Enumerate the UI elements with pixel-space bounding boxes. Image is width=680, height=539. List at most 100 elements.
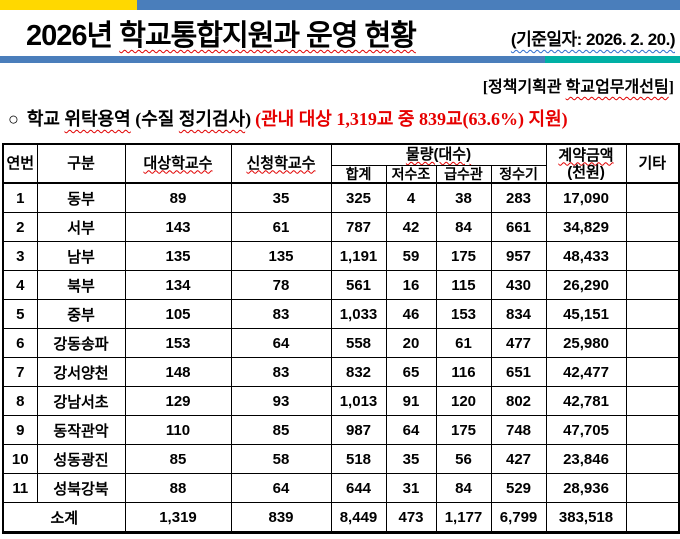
col-header-supply-pipe: 급수관 — [435, 165, 492, 184]
cell-district: 중부 — [36, 299, 126, 329]
cell-purifier: 529 — [490, 473, 547, 503]
cell-subtotal-tank: 473 — [385, 502, 437, 533]
col-header-water-tank: 저수조 — [385, 165, 437, 184]
cell-subtotal-purifier: 6,799 — [490, 502, 547, 533]
col-header-etc: 기타 — [625, 143, 680, 184]
col-header-contract-amount-line1: 계약금액 — [558, 146, 614, 164]
col-header-applied-schools: 신청학교수 — [230, 143, 332, 184]
subtotal-row: 소계 1,319 839 8,449 473 1,177 6,799 383,5… — [2, 502, 680, 533]
col-header-applied-schools-label: 신청학교수 — [246, 154, 316, 172]
table-row: 5 중부 105 83 1,033 46 153 834 45,151 — [2, 299, 680, 329]
department-label: [정책기획관 학교업무개선팀] — [0, 73, 680, 97]
table-row: 7 강서양천 148 83 832 65 116 651 42,477 — [2, 357, 680, 387]
cell-no: 3 — [2, 241, 38, 271]
cell-supply-pipe: 153 — [435, 299, 492, 329]
col-header-contract-amount: 계약금액 (천원) — [545, 143, 627, 184]
cell-purifier: 957 — [490, 241, 547, 271]
col-header-no: 연번 — [2, 143, 38, 184]
department-suffix: ] — [668, 79, 674, 96]
col-header-target-schools-label: 대상학교수 — [143, 154, 213, 172]
section-label-part: ) — [245, 109, 252, 129]
section-label-part: 학교 — [26, 109, 65, 129]
cell-contract-amount: 42,477 — [545, 357, 627, 387]
cell-target-schools: 153 — [124, 328, 232, 358]
table-header: 연번 구분 대상학교수 신청학교수 물량(대수) 계약금액 (천원) 기타 합계 … — [2, 143, 680, 184]
cell-district: 성동광진 — [36, 444, 126, 474]
cell-water-tank: 59 — [385, 241, 437, 271]
cell-purifier: 651 — [490, 357, 547, 387]
divider-blue-segment — [0, 56, 545, 63]
cell-applied-schools: 58 — [230, 444, 332, 474]
cell-district: 서부 — [36, 212, 126, 242]
cell-contract-amount: 25,980 — [545, 328, 627, 358]
page-title: 2026년 학교통합지원과 운영 현황 — [26, 12, 417, 54]
table-row: 6 강동송파 153 64 558 20 61 477 25,980 — [2, 328, 680, 358]
cell-water-tank: 42 — [385, 212, 437, 242]
cell-contract-amount: 34,829 — [545, 212, 627, 242]
cell-target-schools: 134 — [124, 270, 232, 300]
cell-etc — [625, 473, 680, 503]
cell-quantity-total: 558 — [330, 328, 387, 358]
cell-district: 동작관악 — [36, 415, 126, 445]
cell-etc — [625, 270, 680, 300]
cell-no: 4 — [2, 270, 38, 300]
cell-water-tank: 46 — [385, 299, 437, 329]
cell-applied-schools: 61 — [230, 212, 332, 242]
circle-bullet-icon: ○ — [8, 109, 19, 129]
cell-subtotal-etc — [625, 502, 680, 533]
cell-purifier: 283 — [490, 182, 547, 213]
cell-quantity-total: 1,191 — [330, 241, 387, 271]
header-accent-bar — [0, 0, 680, 10]
cell-applied-schools: 78 — [230, 270, 332, 300]
support-summary-highlight: (관내 대상 1,319교 중 839교(63.6%) 지원) — [255, 109, 568, 129]
cell-subtotal-target: 1,319 — [124, 502, 232, 533]
cell-contract-amount: 28,936 — [545, 473, 627, 503]
cell-no: 8 — [2, 386, 38, 416]
cell-etc — [625, 212, 680, 242]
cell-applied-schools: 85 — [230, 415, 332, 445]
cell-water-tank: 4 — [385, 182, 437, 213]
col-header-target-schools: 대상학교수 — [124, 143, 232, 184]
section-label-inspection: 정기검사 — [178, 109, 246, 129]
cell-water-tank: 31 — [385, 473, 437, 503]
section-heading: ○ 학교 위탁용역 (수질 정기검사) (관내 대상 1,319교 중 839교(6… — [0, 105, 680, 131]
cell-etc — [625, 328, 680, 358]
cell-district: 성북강북 — [36, 473, 126, 503]
cell-water-tank: 65 — [385, 357, 437, 387]
cell-quantity-total: 832 — [330, 357, 387, 387]
cell-target-schools: 135 — [124, 241, 232, 271]
cell-purifier: 477 — [490, 328, 547, 358]
cell-target-schools: 89 — [124, 182, 232, 213]
cell-supply-pipe: 84 — [435, 473, 492, 503]
table-row: 1 동부 89 35 325 4 38 283 17,090 — [2, 182, 680, 213]
cell-water-tank: 64 — [385, 415, 437, 445]
cell-subtotal-applied: 839 — [230, 502, 332, 533]
accent-yellow-segment — [0, 0, 137, 10]
cell-applied-schools: 83 — [230, 357, 332, 387]
cell-no: 1 — [2, 182, 38, 213]
col-header-purifier: 정수기 — [490, 165, 547, 184]
cell-etc — [625, 241, 680, 271]
cell-supply-pipe: 38 — [435, 182, 492, 213]
cell-contract-amount: 47,705 — [545, 415, 627, 445]
table-row: 3 남부 135 135 1,191 59 175 957 48,433 — [2, 241, 680, 271]
cell-no: 2 — [2, 212, 38, 242]
cell-etc — [625, 415, 680, 445]
title-year: 2026년 — [26, 20, 120, 52]
cell-no: 7 — [2, 357, 38, 387]
cell-no: 5 — [2, 299, 38, 329]
cell-quantity-total: 518 — [330, 444, 387, 474]
cell-target-schools: 88 — [124, 473, 232, 503]
department-prefix: [정책기획관 — [482, 79, 566, 96]
table-body: 1 동부 89 35 325 4 38 283 17,090 2 서부 143 … — [2, 182, 680, 503]
cell-target-schools: 110 — [124, 415, 232, 445]
cell-district: 북부 — [36, 270, 126, 300]
cell-purifier: 802 — [490, 386, 547, 416]
col-header-sum: 합계 — [330, 165, 387, 184]
cell-quantity-total: 1,033 — [330, 299, 387, 329]
cell-purifier: 834 — [490, 299, 547, 329]
cell-etc — [625, 357, 680, 387]
table-row: 11 성북강북 88 64 644 31 84 529 28,936 — [2, 473, 680, 503]
table-row: 4 북부 134 78 561 16 115 430 26,290 — [2, 270, 680, 300]
